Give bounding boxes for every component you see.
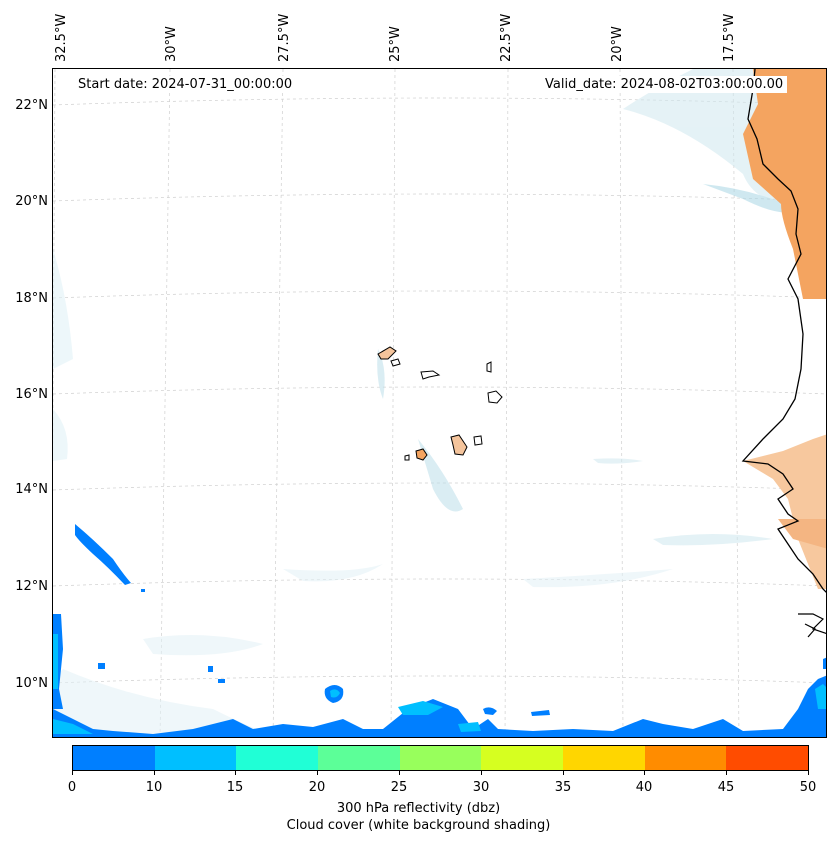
boa-vista-island [487, 390, 503, 404]
colorbar-segment [154, 746, 237, 770]
lat-label: 22°N [15, 98, 48, 113]
santo-antao-island [377, 346, 397, 360]
lat-label: 20°N [15, 194, 48, 209]
colorbar-tick [563, 771, 564, 775]
lat-label: 10°N [15, 676, 48, 691]
map-panel [52, 68, 827, 738]
coastline [741, 69, 826, 593]
colorbar-tick [317, 771, 318, 775]
map-canvas [53, 69, 826, 737]
start-date-label: Start date: 2024-07-31_00:00:00 [74, 76, 297, 93]
lon-label: 20°W [610, 26, 625, 62]
lon-label: 27.5°W [277, 13, 292, 62]
reflectivity-shading [53, 524, 826, 737]
lat-label: 18°N [15, 291, 48, 306]
brava-island [404, 454, 410, 461]
colorbar-tick [235, 771, 236, 775]
colorbar-tick-label: 25 [390, 780, 408, 795]
colorbar-tick [154, 771, 155, 775]
colorbar-segment [481, 746, 564, 770]
sao-vicente-island [390, 358, 401, 367]
colorbar-segment [644, 746, 727, 770]
senegal-land [743, 434, 826, 589]
sao-nicolau-island [420, 370, 441, 380]
valid-date-label: Valid_date: 2024-08-02T03:00:00.00 [541, 76, 788, 93]
colorbar-tick-label: 40 [635, 780, 653, 795]
colorbar-tick [399, 771, 400, 775]
colorbar-segment [73, 746, 155, 770]
colorbar-segment [563, 746, 645, 770]
colorbar-tick [808, 771, 809, 775]
colorbar [72, 745, 809, 771]
colorbar-tick [481, 771, 482, 775]
colorbar-tick-label: 45 [717, 780, 735, 795]
colorbar-segment [236, 746, 319, 770]
mauritania-land [743, 69, 826, 299]
lon-label: 17.5°W [722, 13, 737, 62]
fogo-island [415, 448, 428, 461]
sal-island [486, 361, 492, 373]
lat-label: 14°N [15, 482, 48, 497]
lon-label: 32.5°W [54, 13, 69, 62]
lon-label: 30°W [164, 26, 179, 62]
santiago-island [450, 434, 468, 456]
colorbar-tick-label: 50 [799, 780, 817, 795]
lon-label: 22.5°W [499, 13, 514, 62]
colorbar-tick [72, 771, 73, 775]
colorbar-tick-label: 20 [308, 780, 326, 795]
lon-label: 25°W [388, 26, 403, 62]
colorbar-segment [726, 746, 809, 770]
guinea-land [778, 519, 826, 549]
colorbar-tick-label: 30 [472, 780, 490, 795]
lat-label: 16°N [15, 387, 48, 402]
graticule [53, 69, 826, 737]
land-masses [377, 69, 826, 638]
colorbar-tick [644, 771, 645, 775]
colorbar-segment [318, 746, 400, 770]
colorbar-tick-label: 35 [554, 780, 572, 795]
maio-island [473, 435, 483, 446]
colorbar-title: 300 hPa reflectivity (dbz) [336, 801, 501, 816]
colorbar-tick-label: 10 [145, 780, 163, 795]
cloud-cover-shading [53, 69, 826, 737]
colorbar-tick-label: 0 [67, 780, 77, 795]
colorbar-subtitle: Cloud cover (white background shading) [286, 818, 551, 833]
lat-label: 12°N [15, 579, 48, 594]
colorbar-segment [399, 746, 482, 770]
colorbar-tick-label: 15 [226, 780, 244, 795]
colorbar-tick [726, 771, 727, 775]
